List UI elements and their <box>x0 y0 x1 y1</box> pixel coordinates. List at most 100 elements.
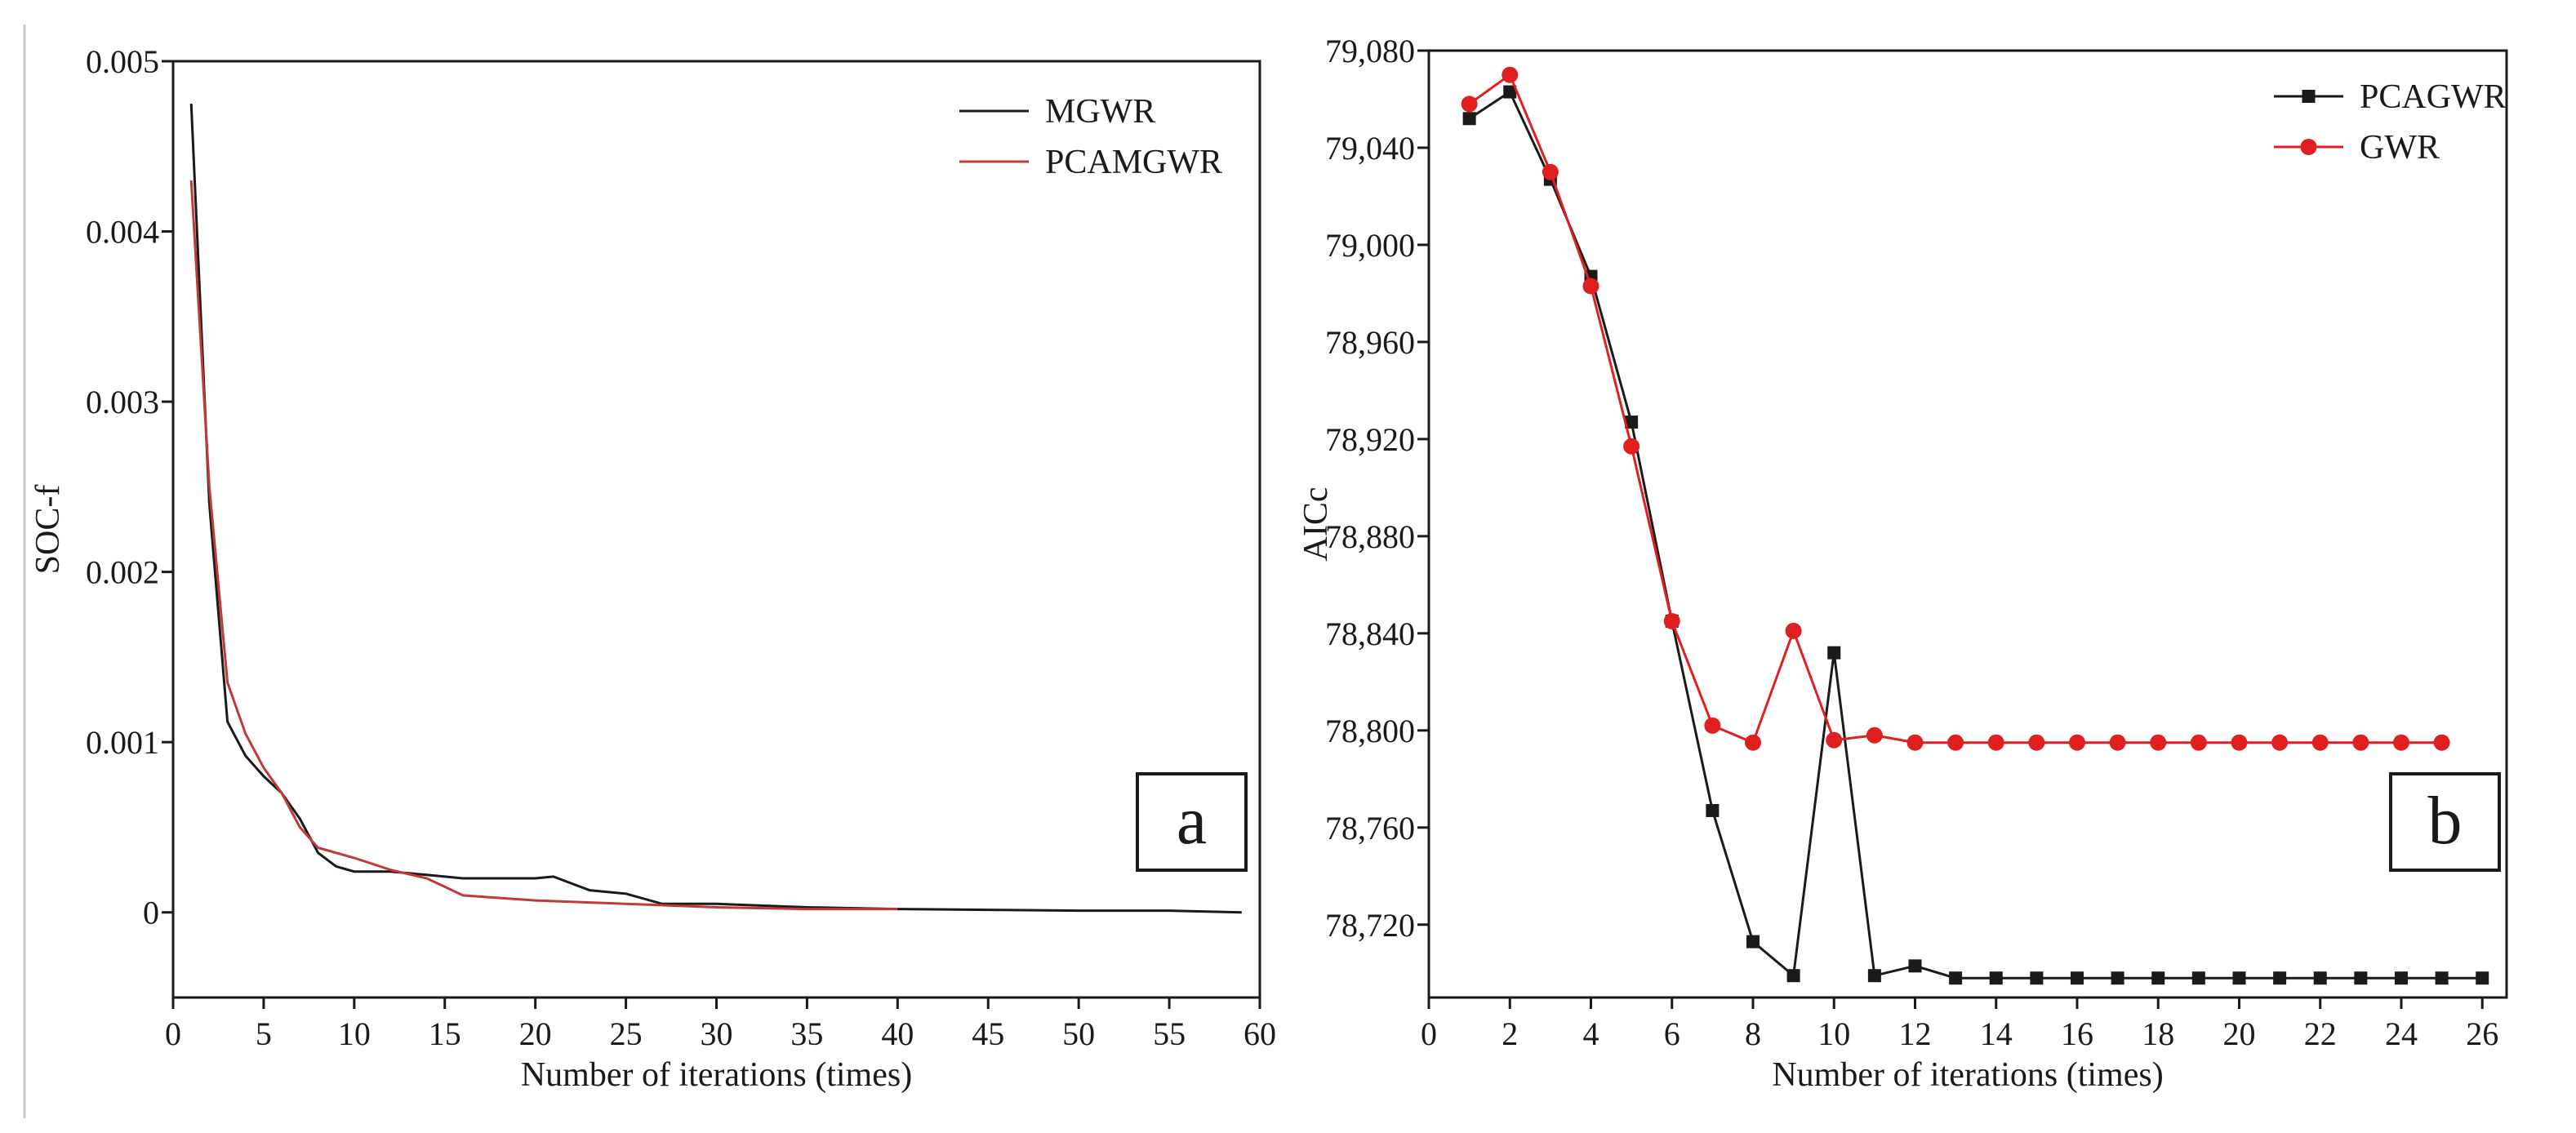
x-tick-label: 55 <box>1153 1015 1186 1052</box>
y-tick-label: 78,960 <box>1325 324 1415 361</box>
series-line-gwr <box>1468 73 2442 744</box>
x-tick-label: 5 <box>256 1015 272 1052</box>
y-tick-label: 78,760 <box>1325 810 1415 846</box>
data-point-pcagwr <box>1989 971 2003 985</box>
x-tick-label: 12 <box>1898 1015 1931 1052</box>
series-line-pcamgwr <box>189 180 898 911</box>
x-tick-label: 15 <box>429 1015 461 1052</box>
chart-panel-a: 0 5 10 15 20 25 30 35 40 45 50 55 60 0 0.001 0.002 0.003… <box>29 43 1276 1094</box>
x-tick-label: 8 <box>1745 1015 1761 1052</box>
data-point-gwr <box>1744 734 1761 751</box>
data-point-gwr <box>1461 96 1478 113</box>
x-tick-label: 35 <box>790 1015 823 1052</box>
data-point-gwr <box>2068 734 2085 751</box>
x-axis-title: Number of iterations (times) <box>1772 1056 2163 1094</box>
data-point-pcagwr <box>1462 112 1476 126</box>
x-tick-label: 10 <box>1817 1015 1850 1052</box>
series-line-pcagwr <box>1468 90 2483 980</box>
x-tick-label: 20 <box>2222 1015 2255 1052</box>
data-point-gwr <box>1663 612 1680 629</box>
data-point-pcagwr <box>1786 969 1800 983</box>
data-point-pcagwr <box>2354 971 2368 985</box>
x-tick-label: 14 <box>1980 1015 2013 1052</box>
legend-label-mgwr: MGWR <box>1045 93 1155 131</box>
data-point-pcagwr <box>2030 971 2044 985</box>
data-point-gwr <box>1704 717 1721 734</box>
y-axis-title: SOC-f <box>29 485 67 575</box>
y-tick-label: 0.003 <box>86 384 159 420</box>
data-point-pcagwr <box>1706 803 1720 817</box>
x-tick-label: 2 <box>1502 1015 1518 1052</box>
data-point-gwr <box>1987 734 2004 751</box>
data-point-gwr <box>1502 66 1519 83</box>
legend-label-pcagwr: PCAGWR <box>2360 78 2507 116</box>
data-point-gwr <box>2028 734 2045 751</box>
y-tick-label: 79,080 <box>1325 33 1415 69</box>
data-point-pcagwr <box>2232 971 2246 985</box>
y-axis-title: AICc <box>1297 487 1335 562</box>
series-line-mgwr <box>189 104 1242 914</box>
legend-marker-gwr <box>2300 139 2317 155</box>
y-tick-label: 0.004 <box>86 214 159 251</box>
legend-marker-pcagwr <box>2302 90 2316 103</box>
data-point-pcagwr <box>1625 415 1639 429</box>
y-tick-label: 78,920 <box>1325 421 1415 458</box>
x-tick-label: 0 <box>1421 1015 1437 1052</box>
y-tick-label: 79,040 <box>1325 130 1415 167</box>
plot-frame <box>1427 49 2508 999</box>
chart-panel-b: 0 2 4 6 8 10 12 14 16 18 20 22 24 2678,72078,76078,80… <box>1297 33 2508 1094</box>
data-point-pcagwr <box>2273 971 2287 985</box>
x-tick-label: 50 <box>1062 1015 1095 1052</box>
data-point-gwr <box>2271 734 2289 751</box>
legend-label-gwr: GWR <box>2360 129 2440 167</box>
data-point-pcagwr <box>2111 971 2124 985</box>
data-point-pcagwr <box>1949 971 1963 985</box>
data-point-gwr <box>1866 726 1883 744</box>
x-tick-label: 16 <box>2061 1015 2093 1052</box>
data-point-pcagwr <box>1827 646 1841 660</box>
y-tick-label: 79,000 <box>1325 227 1415 264</box>
plot-frame <box>171 60 1261 999</box>
data-point-pcagwr <box>1867 969 1881 983</box>
data-point-pcagwr <box>2151 971 2165 985</box>
data-point-gwr <box>2231 734 2248 751</box>
x-tick-label: 6 <box>1664 1015 1680 1052</box>
y-tick-label: 0.005 <box>86 43 159 80</box>
data-point-gwr <box>2352 734 2369 751</box>
data-point-pcagwr <box>1746 935 1760 949</box>
x-tick-label: 20 <box>519 1015 552 1052</box>
data-point-gwr <box>1826 731 1843 749</box>
data-point-gwr <box>1906 734 1924 751</box>
x-tick-label: 4 <box>1582 1015 1599 1052</box>
data-point-gwr <box>2392 734 2409 751</box>
y-tick-label: 0 <box>143 895 159 931</box>
x-tick-label: 18 <box>2142 1015 2174 1052</box>
data-point-pcagwr <box>2191 971 2205 985</box>
panel-label: b <box>2428 783 2463 859</box>
data-point-gwr <box>2311 734 2329 751</box>
data-point-gwr <box>1947 734 1964 751</box>
y-tick-label: 78,880 <box>1325 518 1415 555</box>
data-point-gwr <box>1582 278 1599 295</box>
x-tick-label: 0 <box>165 1015 181 1052</box>
data-point-pcagwr <box>2435 971 2449 985</box>
panel-label-box <box>2389 772 2501 872</box>
data-point-pcagwr <box>2313 971 2327 985</box>
x-tick-label: 22 <box>2304 1015 2337 1052</box>
y-tick-label: 78,720 <box>1325 907 1415 944</box>
data-point-gwr <box>2150 734 2167 751</box>
y-tick-label: 78,800 <box>1325 713 1415 749</box>
data-point-pcagwr <box>1908 959 1922 973</box>
data-point-pcagwr <box>2070 971 2084 985</box>
x-tick-label: 24 <box>2385 1015 2418 1052</box>
panel-label: a <box>1177 783 1207 859</box>
x-tick-label: 60 <box>1244 1015 1276 1052</box>
x-tick-label: 26 <box>2466 1015 2498 1052</box>
data-point-pcagwr <box>2476 971 2489 985</box>
data-point-gwr <box>2109 734 2126 751</box>
data-point-pcagwr <box>2394 971 2408 985</box>
y-tick-label: 0.001 <box>86 724 159 761</box>
y-tick-label: 78,840 <box>1325 615 1415 652</box>
